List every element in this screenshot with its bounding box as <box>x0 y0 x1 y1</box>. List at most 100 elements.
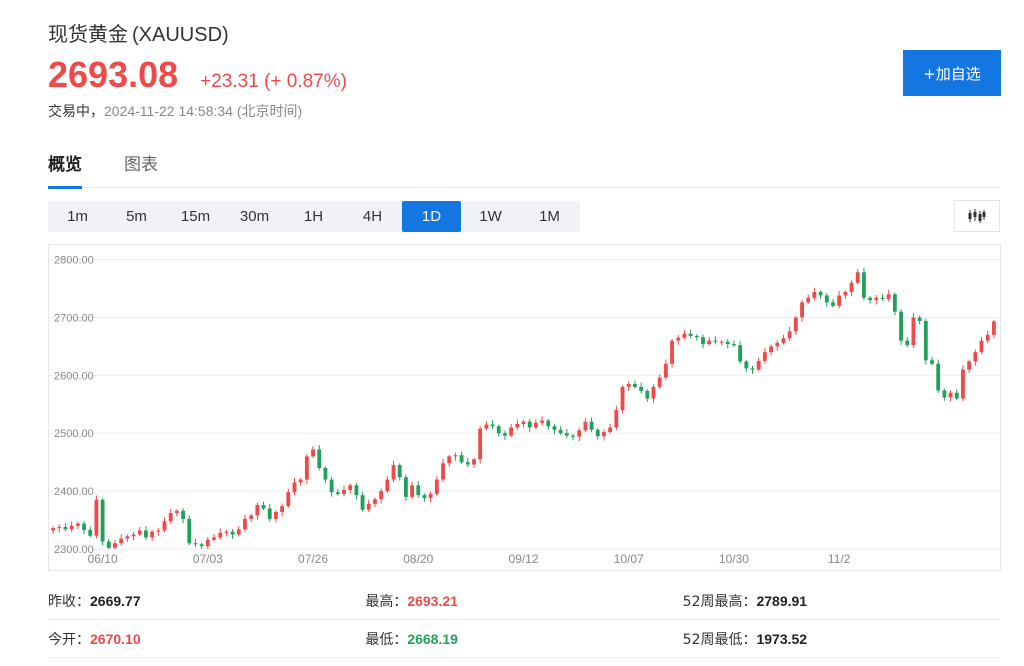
candle-body <box>496 426 501 434</box>
stat-value: 2670.10 <box>90 630 141 647</box>
candle-body <box>236 529 241 535</box>
period-1w[interactable]: 1W <box>479 208 502 225</box>
candle-body <box>410 485 415 497</box>
y-tick-label: 2800.00 <box>54 255 94 267</box>
candle-body <box>267 508 272 519</box>
candle <box>800 299 804 322</box>
candle <box>304 453 309 484</box>
candle <box>632 380 637 389</box>
candle-body <box>447 456 452 464</box>
candle <box>465 457 470 468</box>
candle-body <box>342 489 346 495</box>
period-1mo[interactable]: 1M <box>539 208 560 225</box>
candle-body <box>540 420 544 423</box>
candle <box>137 527 142 537</box>
candle <box>521 419 526 428</box>
x-tick-label: 07/26 <box>298 552 328 566</box>
candle <box>558 426 563 435</box>
candle <box>905 337 910 347</box>
candle-body <box>193 543 198 545</box>
candle <box>230 529 235 539</box>
candle <box>181 508 185 524</box>
period-4h[interactable]: 4H <box>362 208 383 225</box>
candle-body <box>670 340 674 364</box>
y-tick-label: 2500.00 <box>54 428 94 440</box>
candle-body <box>385 479 390 492</box>
candle-body <box>781 338 786 343</box>
candle <box>379 488 384 504</box>
candle <box>434 476 439 496</box>
candle <box>255 502 260 520</box>
stat-52wk-low: 52周最低： 1973.52 <box>683 629 1000 649</box>
candle-body <box>620 386 625 411</box>
candle-body <box>57 527 62 529</box>
candle <box>212 533 216 542</box>
candle <box>453 452 458 461</box>
tab-overview[interactable]: 概览 <box>48 150 82 189</box>
candle <box>614 405 619 431</box>
candle <box>484 421 489 431</box>
x-tick-label: 07/03 <box>193 552 223 566</box>
candle-body <box>756 360 761 370</box>
candle-body <box>280 506 285 512</box>
candle-body <box>732 344 736 346</box>
chart-frame <box>48 244 1001 571</box>
period-1h[interactable]: 1H <box>303 208 324 225</box>
candle <box>886 289 891 302</box>
candle-body <box>249 515 254 519</box>
candle <box>923 318 928 365</box>
candle <box>967 359 972 374</box>
candle-body <box>676 337 681 341</box>
candle-body <box>174 510 179 514</box>
period-5m[interactable]: 5m <box>126 208 147 225</box>
candle <box>131 531 136 541</box>
candle <box>762 347 767 364</box>
candle <box>150 529 155 541</box>
candle <box>472 457 476 468</box>
add-to-watchlist-button[interactable]: +加自选 <box>903 50 1001 96</box>
candle-body <box>199 544 204 547</box>
period-30m[interactable]: 30m <box>239 208 270 225</box>
candle <box>261 501 266 511</box>
candle <box>224 529 229 537</box>
candle <box>688 329 693 339</box>
candlestick-chart[interactable]: 2300.00 2400.00 2500.00 2600.00 2700.00 2800.… <box>48 244 1001 571</box>
candle <box>899 309 903 345</box>
candlestick-icon <box>968 209 986 223</box>
period-15m[interactable]: 15m <box>180 208 211 225</box>
chart-type-button[interactable] <box>954 200 1000 232</box>
candle-body <box>923 320 928 361</box>
candle-body <box>868 297 873 301</box>
candle <box>94 495 99 539</box>
candle <box>991 319 996 339</box>
y-tick-label: 2700.00 <box>54 312 94 324</box>
tab-chart[interactable]: 图表 <box>124 155 158 175</box>
candle-body <box>255 505 260 516</box>
candle <box>880 294 885 301</box>
x-tick-label: 09/12 <box>508 552 538 566</box>
candle-body <box>391 465 396 480</box>
candle-body <box>645 390 650 399</box>
candle-body <box>434 479 439 495</box>
period-1m[interactable]: 1m <box>67 208 88 225</box>
candle-body <box>589 421 594 430</box>
candle <box>961 365 965 402</box>
stat-high: 最高： 2693.21 <box>365 591 682 611</box>
candle-body <box>552 426 557 430</box>
candle-body <box>954 392 959 399</box>
candle <box>106 538 111 549</box>
candle <box>787 327 792 341</box>
candle-body <box>472 459 476 465</box>
candle-body <box>527 421 532 428</box>
period-1d[interactable]: 1D <box>402 201 461 232</box>
candle <box>292 478 297 495</box>
candle <box>917 315 922 325</box>
candle-body <box>750 368 755 370</box>
y-axis-labels: 2300.00 2400.00 2500.00 2600.00 2700.00 2800.… <box>54 255 94 556</box>
candle <box>948 390 953 402</box>
candle <box>88 526 93 538</box>
stat-52wk-high: 52周最高： 2789.91 <box>683 591 1000 611</box>
candle-body <box>125 536 130 539</box>
candle-body <box>880 297 885 299</box>
candle <box>546 418 551 430</box>
